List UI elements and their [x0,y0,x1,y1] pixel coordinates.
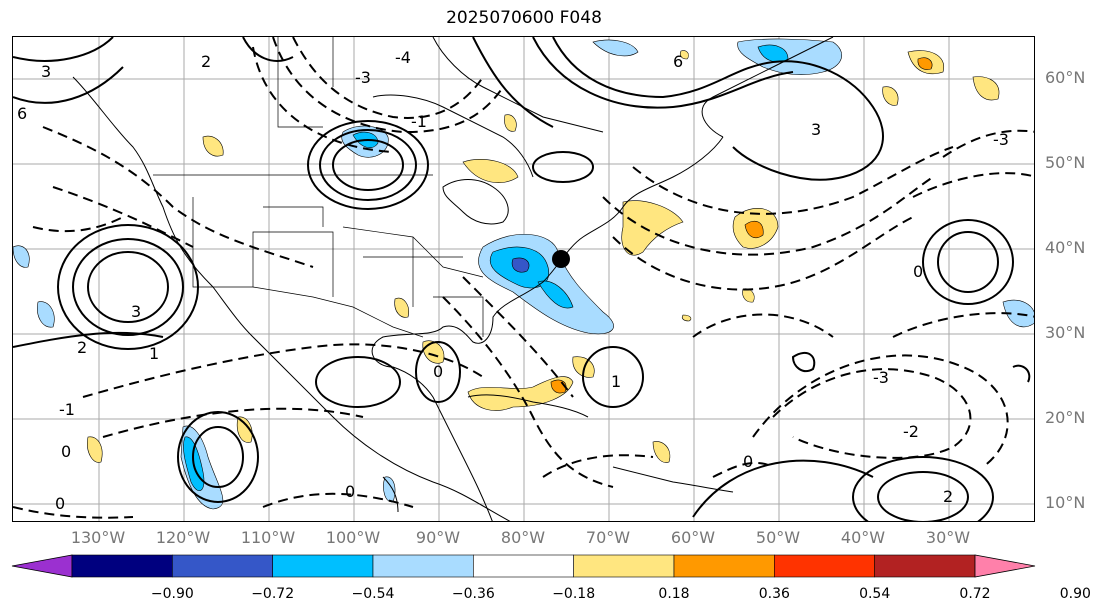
contour-label: 6 [673,52,683,71]
colorbar-tick-label: 0.90 [1059,586,1091,602]
colorbar-tick-label: −0.72 [251,586,295,602]
colorbar-segment [673,554,775,578]
contour-label: -1 [59,400,75,419]
contour-label: 2 [201,52,211,71]
colorbar-tick-label: −0.90 [150,586,194,602]
colorbar-min-extend [11,554,73,578]
contour-label: 3 [811,120,821,139]
lat-label: 10°N [1045,493,1086,512]
positive-contours [13,37,1031,521]
map-svg: -4 -3 -1 3 6 2 6 3 3 2 1 -1 -3 -3 -2 1 0… [13,37,1034,521]
colorbar-tick-label: 0.36 [758,586,790,602]
lon-label: 30°W [925,528,971,547]
shading [13,38,1034,510]
location-marker [552,250,570,268]
colorbar-tick-label: −0.54 [351,586,395,602]
contour-label: -2 [903,422,919,441]
lon-label: 110°W [240,528,296,547]
colorbar-max-extend [974,554,1036,578]
contour-label: 0 [55,494,65,513]
map-title: 2025070600 F048 [446,8,602,28]
contour-label: 2 [943,487,953,506]
colorbar-tick-label: −0.18 [552,586,596,602]
colorbar-tick-label: 0.54 [859,586,891,602]
lon-label: 90°W [415,528,461,547]
contour-label-group: -4 -3 -1 3 6 2 6 3 3 2 1 -1 -3 -3 -2 1 0… [17,48,1009,513]
map-panel: -4 -3 -1 3 6 2 6 3 3 2 1 -1 -3 -3 -2 1 0… [12,36,1035,522]
coastlines [72,37,834,521]
contour-label: 0 [61,442,71,461]
colorbar-segment [172,554,273,578]
contour-label: 3 [41,62,51,81]
lon-label: 50°W [755,528,801,547]
contour-label: 2 [77,338,87,357]
contour-label: -3 [355,68,371,87]
colorbar-tick-label: −0.36 [451,586,495,602]
colorbar-segment [874,554,976,578]
colorbar-segment [272,554,374,578]
lat-label: 50°N [1045,153,1086,172]
contour-label: 0 [345,482,355,501]
lat-label: 20°N [1045,408,1086,427]
borders [153,37,484,338]
lon-label: 100°W [325,528,381,547]
lon-label: 120°W [155,528,211,547]
lat-label: 30°N [1045,323,1086,342]
lat-label: 60°N [1045,68,1086,87]
contour-label: 0 [743,452,753,471]
contour-label: -3 [873,368,889,387]
contour-label: -4 [395,48,411,67]
lon-label: 80°W [500,528,546,547]
lon-label: 60°W [670,528,716,547]
negative-contours [13,37,1034,519]
colorbar-segment [372,554,474,578]
colorbar-segment [473,554,574,578]
lat-label: 40°N [1045,238,1086,257]
colorbar-segment [774,554,875,578]
colorbar [11,554,1036,578]
contour-label: 0 [913,262,923,281]
lon-label: 40°W [840,528,886,547]
contour-label: 1 [611,372,621,391]
contour-label: 1 [149,344,159,363]
colorbar-segment [71,554,173,578]
lon-label: 70°W [585,528,631,547]
lon-label: 130°W [70,528,126,547]
contour-label: -1 [411,112,427,131]
colorbar-tick-label: 0.72 [959,586,991,602]
contour-label: 0 [433,362,443,381]
contour-label: 6 [17,104,27,123]
contour-label: 3 [131,302,141,321]
contour-label: -3 [993,130,1009,149]
colorbar-tick-label: 0.18 [658,586,690,602]
colorbar-segment [573,554,675,578]
